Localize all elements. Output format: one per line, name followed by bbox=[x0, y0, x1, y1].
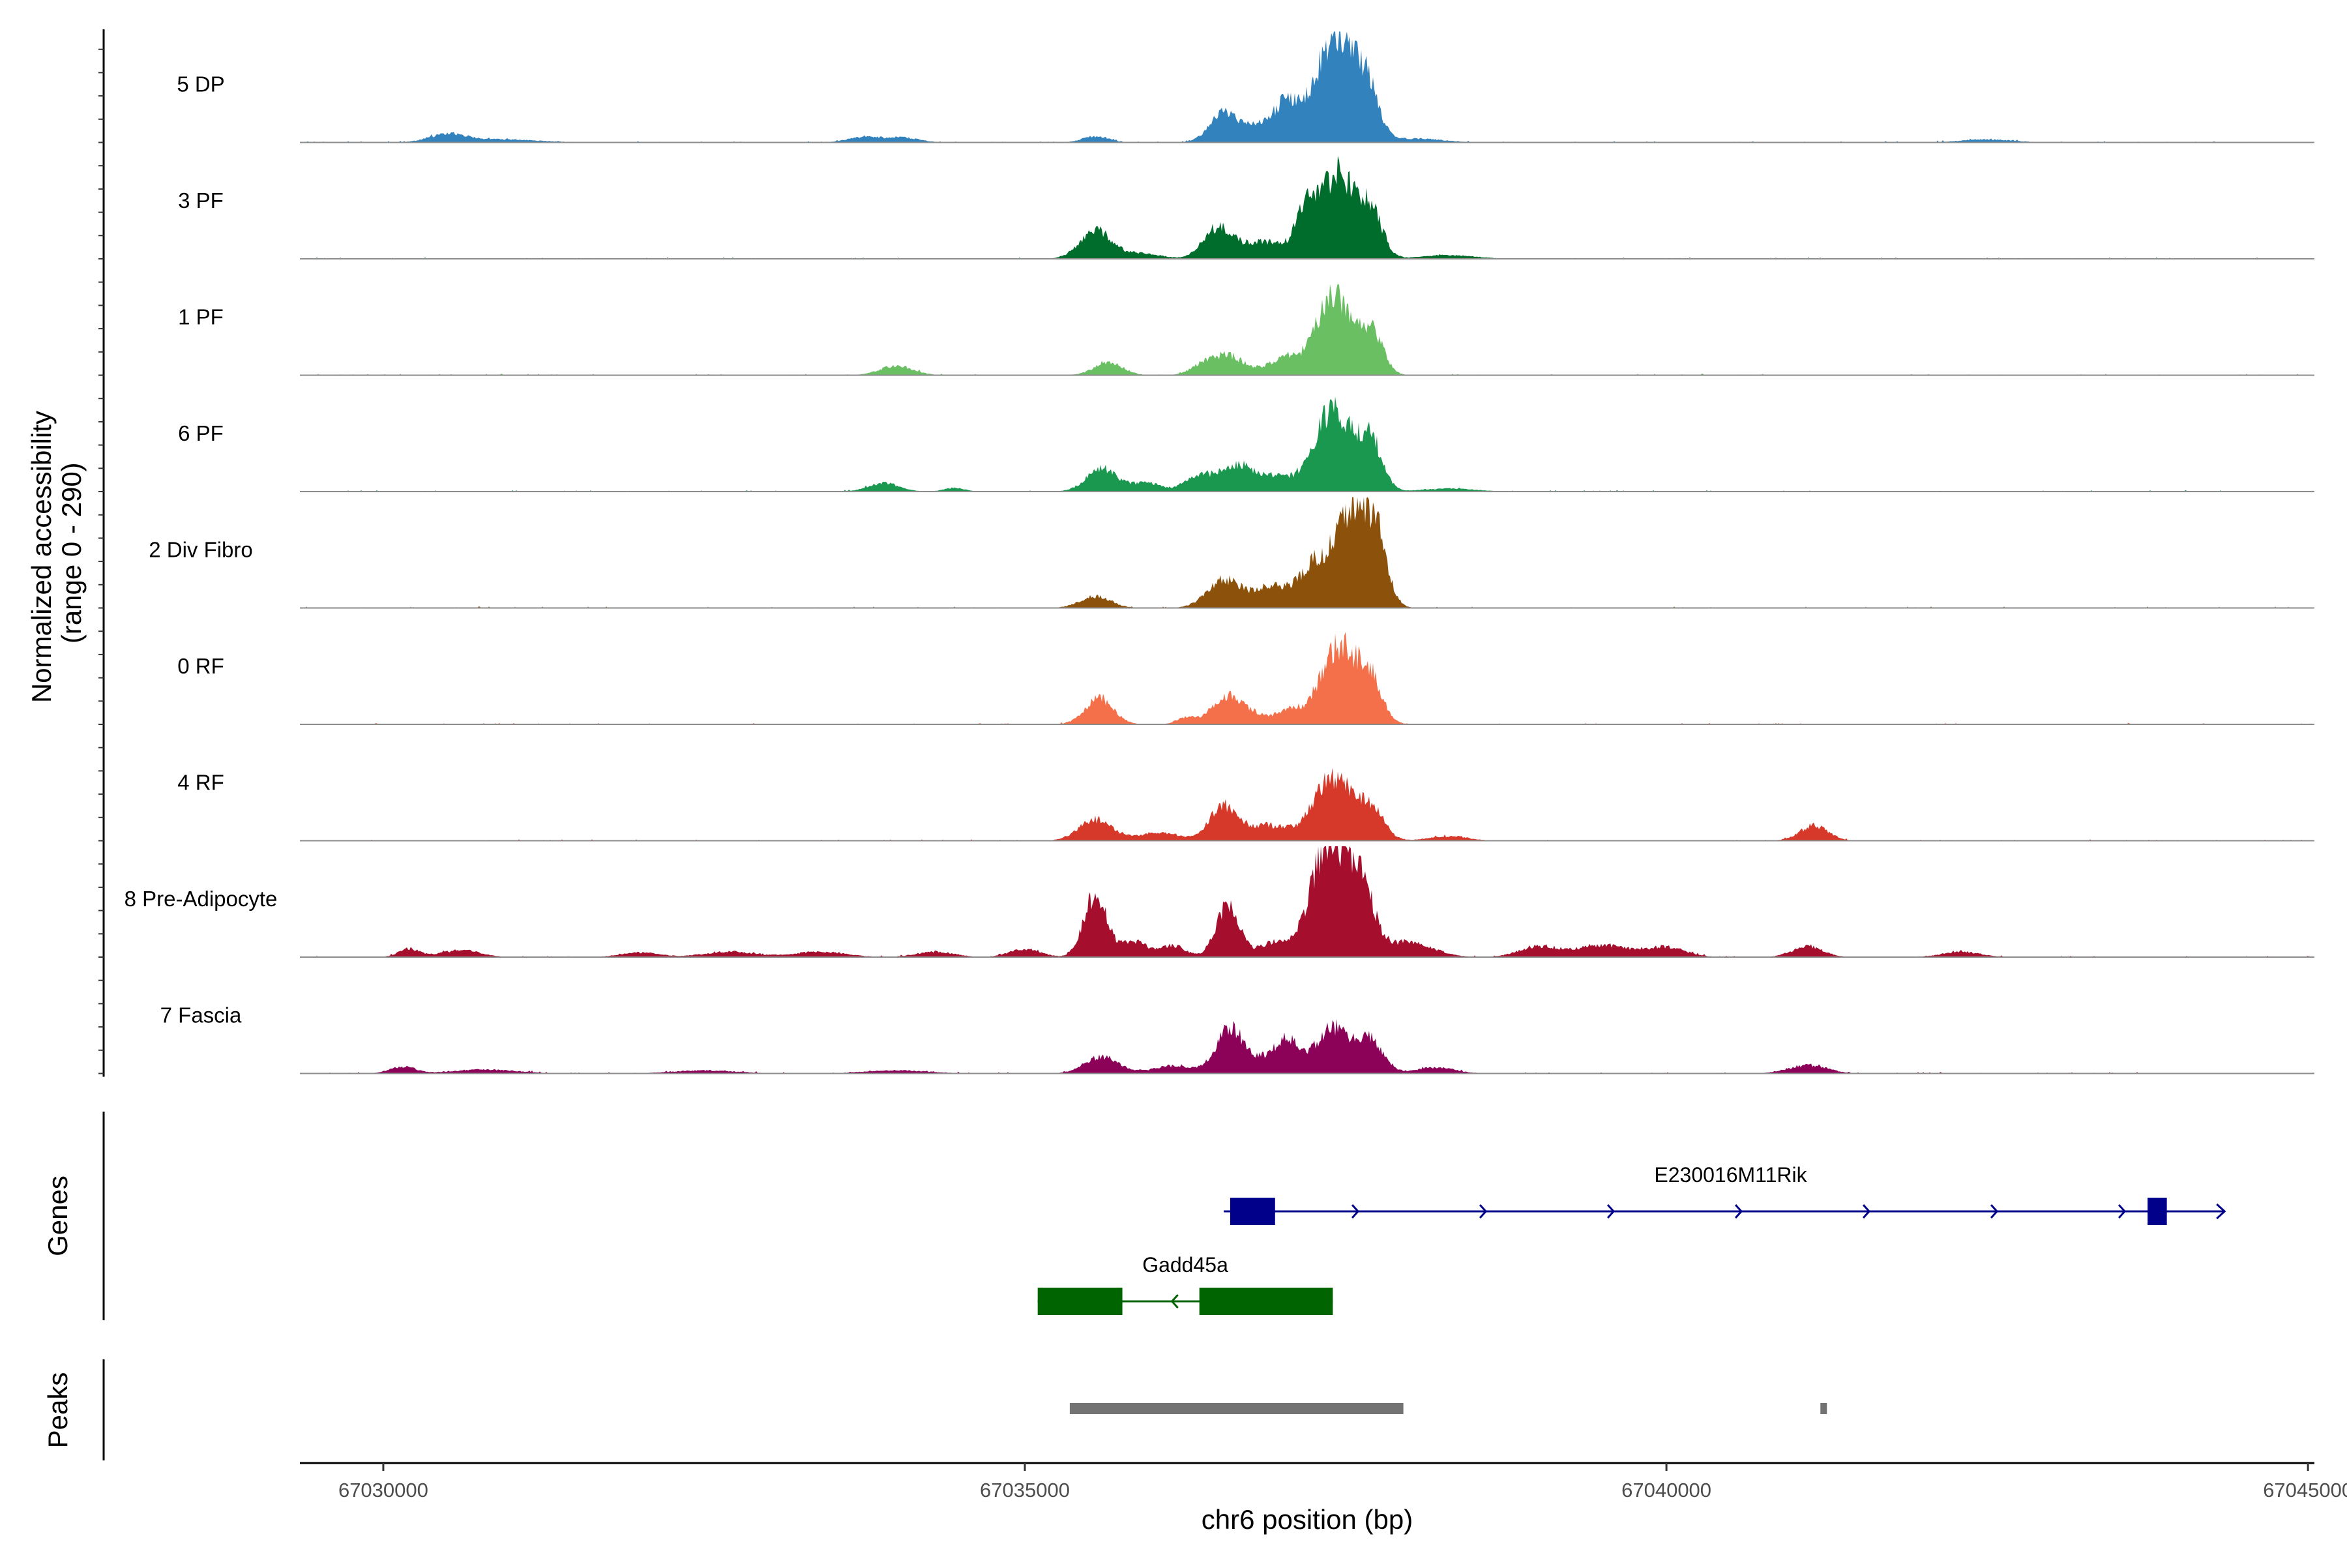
coverage-area-7-fascia bbox=[300, 1018, 2314, 1074]
track-label-3-pf: 3 PF bbox=[178, 188, 224, 213]
track-label-7-fascia: 7 Fascia bbox=[160, 1003, 242, 1028]
strand-arrow-icon bbox=[1862, 1204, 1871, 1219]
peak-region bbox=[1820, 1403, 1827, 1414]
track-label-1-pf: 1 PF bbox=[178, 305, 224, 329]
track-label-6-pf: 6 PF bbox=[178, 421, 224, 445]
track-label-0-rf: 0 RF bbox=[177, 654, 224, 678]
coverage-area-1-pf bbox=[300, 283, 2314, 376]
y-axis-title-line1: Normalized accessibility bbox=[26, 411, 57, 703]
track-label-4-rf: 4 RF bbox=[177, 771, 224, 795]
peak-region bbox=[1069, 1403, 1404, 1414]
gene-exon-e230016m11rik bbox=[2148, 1198, 2167, 1225]
genes-track: E230016M11Rik Gadd45a bbox=[102, 1112, 2226, 1320]
coverage-area-8-pre-adipocyte bbox=[300, 846, 2314, 957]
coverage-area-0-rf bbox=[300, 632, 2314, 724]
strand-arrow-icon bbox=[1351, 1204, 1360, 1219]
strand-arrow-icon bbox=[1734, 1204, 1743, 1219]
genes-track-title: Genes bbox=[42, 1176, 73, 1256]
gene-exon-gadd45a bbox=[1199, 1288, 1333, 1315]
peaks-track-title: Peaks bbox=[42, 1372, 73, 1449]
strand-arrow-icon bbox=[2118, 1204, 2127, 1219]
coverage-tracks: 5 DP 3 PF 1 PF 6 PF 2 Div Fibro 0 RF 4 RF 8 Pre… bbox=[125, 31, 2314, 1074]
strand-arrow-icon bbox=[1170, 1294, 1179, 1309]
x-tick-label: 67030000 bbox=[338, 1479, 428, 1501]
track-label-2-div-fibro: 2 Div Fibro bbox=[149, 538, 253, 562]
strand-arrow-icon bbox=[2216, 1203, 2226, 1220]
gene-label-gadd45a: Gadd45a bbox=[1142, 1253, 1228, 1277]
coverage-area-5-dp bbox=[300, 31, 2314, 143]
peaks-track bbox=[102, 1359, 1827, 1460]
x-tick-label: 67045000 bbox=[2263, 1479, 2347, 1501]
track-label-5-dp: 5 DP bbox=[177, 72, 224, 96]
accessibility-y-axis bbox=[98, 29, 105, 1077]
coverage-area-3-pf bbox=[300, 156, 2314, 259]
strand-arrow-icon bbox=[1606, 1204, 1616, 1219]
y-axis-title: Normalized accessibility (range 0 - 290) bbox=[26, 403, 87, 703]
coverage-area-4-rf bbox=[300, 767, 2314, 841]
gene-exon-gadd45a bbox=[1037, 1288, 1123, 1315]
x-tick-label: 67040000 bbox=[1621, 1479, 1711, 1501]
x-axis: 67030000 67035000 67040000 67045000 bbox=[300, 1462, 2347, 1501]
coverage-area-6-pf bbox=[300, 396, 2314, 492]
x-axis-title: chr6 position (bp) bbox=[1202, 1504, 1413, 1535]
strand-arrow-icon bbox=[1990, 1204, 1999, 1219]
coverage-area-2-div-fibro bbox=[300, 497, 2314, 608]
gene-exon-e230016m11rik bbox=[1230, 1198, 1275, 1225]
gene-label-e230016m11rik: E230016M11Rik bbox=[1654, 1163, 1807, 1187]
y-axis-title-line2: (range 0 - 290) bbox=[56, 462, 87, 643]
x-tick-label: 67035000 bbox=[980, 1479, 1070, 1501]
strand-arrow-icon bbox=[1479, 1204, 1488, 1219]
track-label-8-pre-adipocyte: 8 Pre-Adipocyte bbox=[125, 887, 278, 911]
